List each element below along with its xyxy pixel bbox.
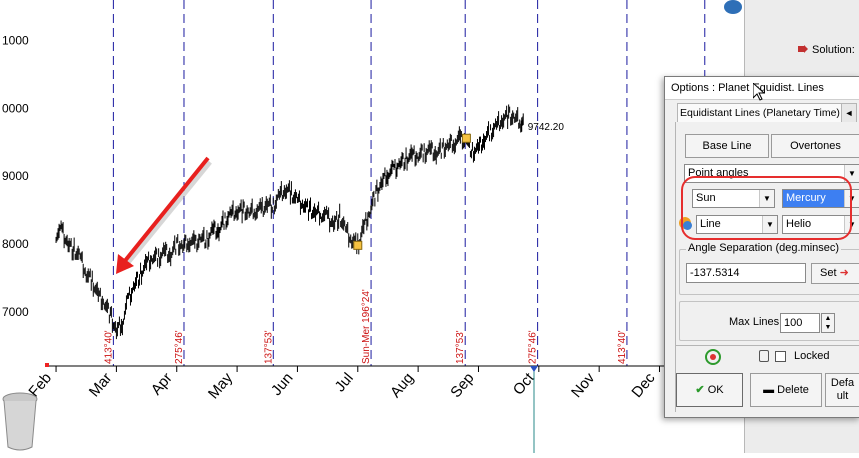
chevron-down-icon: ▼ xyxy=(759,190,774,207)
max-lines-input[interactable]: 100 xyxy=(780,313,820,333)
solutions-icon xyxy=(798,45,808,53)
planetary-line-label: 137°53' xyxy=(263,330,274,364)
coord-system-value: Helio xyxy=(786,218,812,230)
line-style-value: Line xyxy=(700,218,721,230)
y-tick-label: 0000 xyxy=(2,101,29,115)
y-tick-label: 1000 xyxy=(2,34,29,48)
x-tick-label: Aug xyxy=(387,370,417,401)
mouse-cursor-icon xyxy=(753,83,765,101)
arrow-right-icon: ➜ xyxy=(839,267,849,279)
pivot-marker xyxy=(461,133,471,143)
checkmark-icon: ✔ xyxy=(695,384,705,396)
x-tick-label: Jul xyxy=(331,370,356,396)
x-axis-origin-marker xyxy=(45,363,49,367)
planetary-line-label: 413°40' xyxy=(617,330,628,364)
angle-separation-input[interactable]: -137.5314 xyxy=(686,263,806,283)
locked-label: Locked xyxy=(794,350,830,362)
planetary-line-label: 413°40' xyxy=(103,330,114,364)
globe-icon[interactable] xyxy=(724,0,742,14)
y-tick-label: 7000 xyxy=(2,305,29,319)
x-tick-label: Apr xyxy=(148,370,176,399)
max-lines-spinner[interactable]: ▲ ▼ xyxy=(821,313,835,333)
current-time-marker xyxy=(529,366,538,372)
line-style-select[interactable]: Line ▼ xyxy=(696,215,778,234)
chevron-down-icon: ▼ xyxy=(762,216,777,233)
angle-separation-label: Angle Separation (deg.minsec) xyxy=(686,242,842,254)
base-line-button[interactable]: Base Line xyxy=(685,134,769,158)
trash-icon[interactable] xyxy=(0,385,40,453)
locked-checkbox[interactable] xyxy=(775,351,786,362)
annotation-arrow-head xyxy=(116,254,134,274)
solutions-button[interactable]: Solution: xyxy=(812,44,855,56)
max-lines-label: Max Lines xyxy=(729,316,780,328)
x-tick-label: May xyxy=(205,369,237,402)
tab-scroll-left-button[interactable]: ◄ xyxy=(841,103,857,123)
max-lines-group xyxy=(679,301,859,341)
dialog-bottom-bar xyxy=(675,345,859,410)
default-label: Defa xyxy=(830,377,855,389)
x-tick-label: Jun xyxy=(268,370,297,399)
target-icon[interactable] xyxy=(705,349,721,365)
annotation-arrow-shadow xyxy=(124,160,212,267)
x-tick-label: Nov xyxy=(568,369,598,401)
delete-label: Delete xyxy=(777,384,809,396)
set-button[interactable]: Set ➜ xyxy=(811,263,859,284)
y-tick-label: 8000 xyxy=(2,237,29,251)
planet1-select[interactable]: Sun ▼ xyxy=(692,189,775,208)
x-tick-label: Sep xyxy=(447,370,477,401)
ok-label: OK xyxy=(707,384,724,396)
chevron-down-icon: ▼ xyxy=(844,165,859,182)
delete-button[interactable]: ▬ Delete xyxy=(750,373,822,407)
default-button[interactable]: Defa ult xyxy=(825,373,859,407)
ok-button[interactable]: ✔ OK xyxy=(676,373,743,407)
planet2-value: Mercury xyxy=(786,192,826,204)
minus-icon: ▬ xyxy=(763,384,775,396)
options-dialog: Options : Planet Equidist. Lines Equidis… xyxy=(664,76,859,418)
planetary-line-label: 137°53' xyxy=(455,330,466,364)
planetary-line-label: Sun-Mer 196°24' xyxy=(361,289,372,364)
pivot-marker xyxy=(353,240,363,250)
y-tick-label: 9000 xyxy=(2,169,29,183)
planet1-value: Sun xyxy=(696,192,716,204)
default-label-2: ult xyxy=(836,390,849,402)
x-tick-label: Mar xyxy=(86,370,116,401)
highlight-outline xyxy=(681,176,852,240)
dialog-title[interactable]: Options : Planet Equidist. Lines xyxy=(665,77,859,100)
tab-equidistant-lines[interactable]: Equidistant Lines (Planetary Time) xyxy=(677,103,851,122)
overtones-button[interactable]: Overtones xyxy=(771,134,859,158)
lock-icon xyxy=(759,350,769,362)
set-label: Set xyxy=(820,267,837,279)
planetary-line-label: 275°46' xyxy=(528,330,539,364)
x-tick-label: Dec xyxy=(628,369,658,401)
price-label: 9742.20 xyxy=(528,122,565,133)
planetary-line-label: 275°46' xyxy=(174,330,185,364)
annotation-arrow-shaft xyxy=(122,156,210,264)
